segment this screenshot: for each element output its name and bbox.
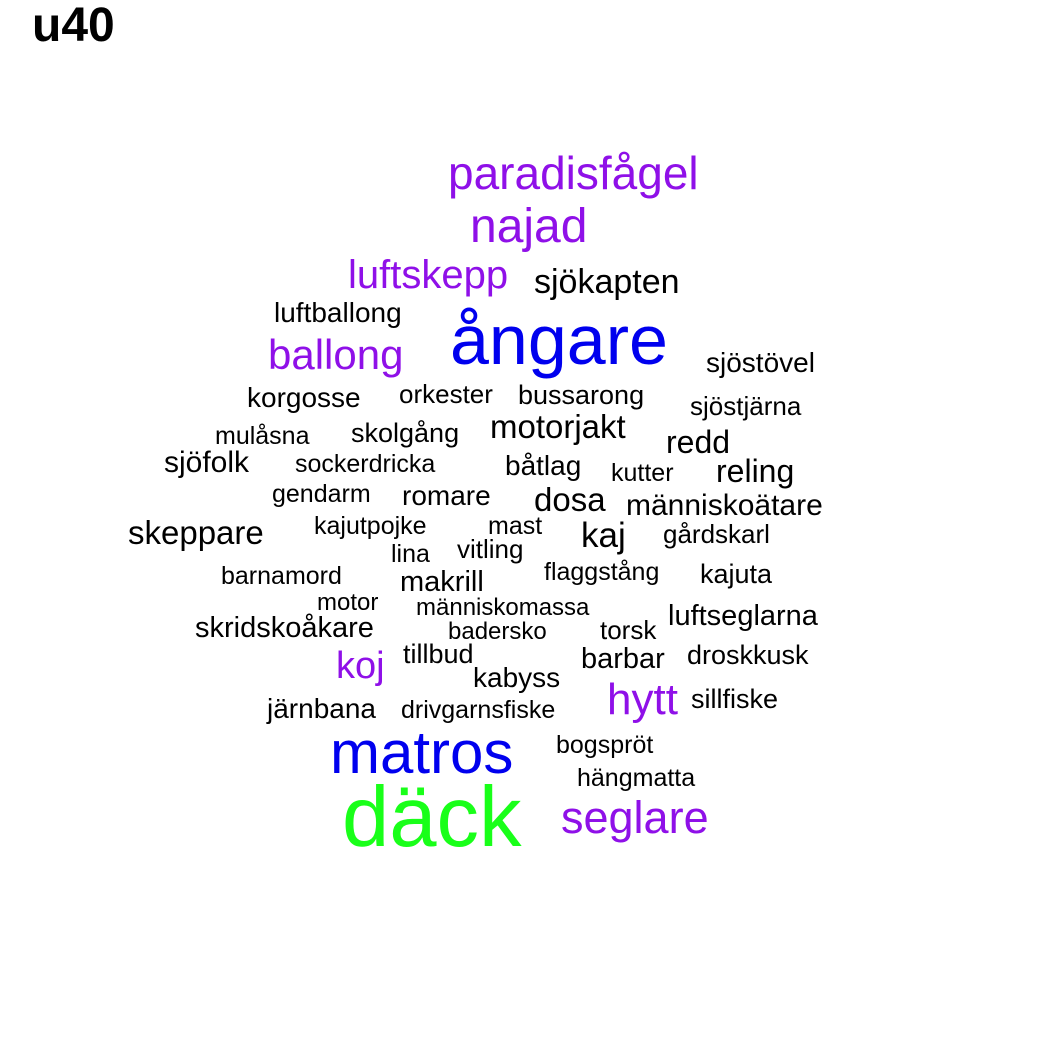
cloud-word: motor (317, 589, 379, 616)
cloud-word: båtlag (505, 450, 582, 481)
cloud-word: matros (330, 719, 514, 786)
cloud-word: vitling (457, 534, 524, 564)
cloud-word: sockerdricka (295, 450, 436, 478)
cloud-word: mulåsna (215, 422, 310, 450)
cloud-word: droskkusk (687, 640, 809, 670)
cloud-word: skeppare (128, 514, 264, 551)
cloud-word: gendarm (272, 480, 371, 508)
cloud-word: bussarong (518, 380, 645, 410)
cloud-word: drivgarnsfiske (401, 696, 556, 724)
cloud-word: människoätare (626, 489, 823, 522)
cloud-word: makrill (400, 566, 484, 598)
cloud-word: kajuta (700, 559, 773, 589)
cloud-word: bogspröt (556, 731, 654, 759)
cloud-word: motorjakt (490, 408, 626, 445)
cloud-word: dosa (534, 481, 606, 518)
cloud-word: korgosse (247, 382, 361, 413)
cloud-word: seglare (561, 792, 709, 843)
cloud-word: kaj (581, 516, 626, 555)
cloud-word: paradisfågel (448, 147, 699, 199)
cloud-word: gårdskarl (663, 519, 770, 549)
page-title: u40 (32, 0, 115, 52)
cloud-word: sillfiske (691, 684, 779, 714)
cloud-word: reling (716, 453, 795, 489)
cloud-word: sjöstövel (706, 347, 815, 378)
cloud-word: hytt (607, 675, 678, 724)
cloud-word: skridskoåkare (195, 612, 374, 644)
cloud-word: hängmatta (577, 764, 696, 792)
cloud-word: luftskepp (348, 253, 509, 297)
cloud-word: ballong (268, 331, 404, 378)
cloud-word: kutter (611, 459, 674, 487)
cloud-word: badersko (448, 618, 547, 645)
cloud-word: däck (342, 770, 522, 865)
cloud-word: redd (666, 424, 731, 460)
cloud-word: skolgång (351, 418, 460, 448)
cloud-word: orkester (399, 379, 493, 409)
cloud-word: romare (402, 480, 491, 511)
cloud-word: luftseglarna (668, 600, 818, 632)
cloud-word: ångare (450, 301, 668, 379)
cloud-word: flaggstång (544, 558, 660, 586)
cloud-word: barbar (581, 643, 665, 675)
cloud-word: kajutpojke (314, 512, 427, 540)
cloud-word: luftballong (274, 297, 402, 328)
cloud-word: sjöstjärna (690, 391, 802, 421)
cloud-word: kabyss (473, 662, 561, 693)
cloud-word: mast (488, 512, 543, 540)
cloud-word: tillbud (403, 639, 474, 669)
cloud-word: lina (391, 540, 430, 568)
cloud-word: koj (336, 645, 385, 687)
cloud-word: torsk (600, 615, 657, 645)
cloud-word: sjökapten (534, 263, 680, 301)
cloud-word: järnbana (267, 693, 376, 724)
cloud-word: sjöfolk (164, 446, 250, 479)
cloud-word: barnamord (221, 562, 342, 590)
cloud-word: najad (470, 200, 588, 253)
cloud-word: människomassa (416, 594, 590, 621)
